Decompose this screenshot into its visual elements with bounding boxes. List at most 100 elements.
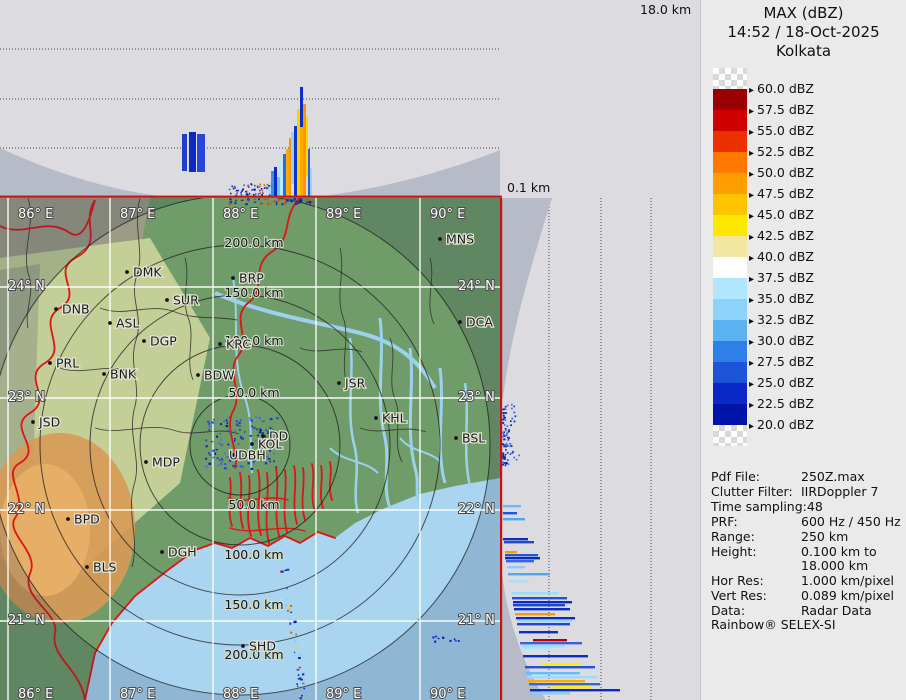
dbz-scale-label: ▸ 45.0 dBZ: [749, 207, 814, 222]
info-row: Vert Res: 0.089 km/pixel: [711, 588, 905, 604]
lon-label: 87° E: [120, 687, 155, 700]
dbz-band: [713, 299, 747, 320]
dbz-scale-label: ▸ 30.0 dBZ: [749, 333, 814, 348]
dbz-scale-label: ▸ 32.5 dBZ: [749, 312, 814, 327]
side-panel-echo-bars: [502, 403, 620, 695]
dbz-band: [713, 383, 747, 404]
dbz-scale-label: ▸ 35.0 dBZ: [749, 291, 814, 306]
city-marker-dca: DCA: [458, 313, 495, 331]
city-dot: [31, 420, 35, 424]
product-title: MAX (dBZ): [763, 4, 844, 22]
beam-blockage-wedge-left: [0, 148, 168, 197]
district-boundaries: [26, 198, 435, 568]
city-label: KOL: [258, 437, 282, 452]
lon-label: 88° E: [223, 687, 258, 700]
city-dot: [48, 361, 52, 365]
range-ring-label: 200.0 km: [224, 235, 283, 250]
city-label: JSD: [38, 415, 60, 430]
info-label: Time sampling:: [711, 498, 807, 514]
info-row: PRF: 600 Hz / 450 Hz: [711, 514, 905, 530]
city-marker-jsd: JSD: [31, 413, 61, 431]
city-label: SHD: [249, 639, 276, 654]
lat-label: 24° N: [8, 279, 45, 294]
top-panel-echo-columns: [182, 87, 312, 198]
tick-arrow-icon: ▸: [749, 127, 755, 138]
city-label: JSR: [344, 376, 366, 391]
tick-arrow-icon: ▸: [749, 274, 755, 285]
city-marker-sur: SUR: [165, 291, 200, 309]
city-marker-jsr: JSR: [337, 374, 367, 392]
tick-arrow-icon: ▸: [749, 148, 755, 159]
city-dot: [261, 434, 265, 438]
dbz-scale-label: ▸ 25.0 dBZ: [749, 375, 814, 390]
lat-label: 21° N: [458, 613, 495, 628]
dbz-band: [713, 320, 747, 341]
political-borders: [0, 198, 336, 700]
city-dot: [337, 381, 341, 385]
city-marker-dnb: DNB: [54, 300, 91, 318]
info-row: Height: 0.100 km to: [711, 544, 905, 560]
dbz-band: [713, 89, 747, 110]
dbz-scale-label: ▸ 27.5 dBZ: [749, 354, 814, 369]
city-marker-bnk: BNK: [102, 365, 138, 383]
city-marker-bdw: BDW: [196, 366, 236, 384]
lon-label: 87° E: [120, 207, 155, 222]
beam-blockage-wedge-bottom: [502, 573, 546, 700]
info-row: Time sampling:48: [711, 498, 905, 515]
lon-label: 89° E: [326, 207, 361, 222]
dbz-scale-label: ▸ 20.0 dBZ: [749, 417, 814, 432]
info-row: Hor Res: 1.000 km/pixel: [711, 573, 905, 589]
surface-line-vertical: [500, 198, 503, 700]
info-label: Vert Res:: [711, 588, 767, 604]
lon-label: 90° E: [430, 687, 465, 700]
range-ring-label: 100.0 km: [224, 333, 283, 348]
city-marker-bls: BLS: [85, 558, 118, 576]
city-label: MDP: [152, 455, 180, 470]
tick-arrow-icon: ▸: [749, 169, 755, 180]
top-height-profile-panel: [0, 0, 502, 198]
city-label: BSL: [462, 431, 485, 446]
city-marker-bsl: BSL: [454, 429, 486, 447]
city-dot: [66, 517, 70, 521]
city-dot: [231, 276, 235, 280]
dbz-scale-label: ▸ 37.5 dBZ: [749, 270, 814, 285]
range-ring-label: 150.0 km: [224, 285, 283, 300]
dbz-scale-label: ▸ 55.0 dBZ: [749, 123, 814, 138]
tick-arrow-icon: ▸: [749, 85, 755, 96]
city-dot: [374, 416, 378, 420]
tick-arrow-icon: ▸: [749, 232, 755, 243]
dbz-scale-label: ▸ 57.5 dBZ: [749, 102, 814, 117]
dbz-band: [713, 68, 747, 89]
dbz-colorbar: [713, 68, 747, 446]
info-value: 1.000 km/pixel: [801, 573, 894, 589]
city-marker-dgh: DGH: [160, 543, 198, 561]
city-dot: [85, 565, 89, 569]
lat-label: 23° N: [8, 390, 45, 405]
dbz-scale-label: ▸ 22.5 dBZ: [749, 396, 814, 411]
beam-blockage-wedge-top: [502, 198, 552, 398]
city-marker-kol: KOL: [250, 435, 284, 453]
info-value: 18.000 km: [801, 558, 869, 574]
dbz-band: [713, 257, 747, 278]
city-dot: [125, 270, 129, 274]
legend-header: MAX (dBZ) 14:52 / 18-Oct-2025 Kolkata: [701, 4, 906, 61]
city-markers: DMK BRP SUR DNB ASL DGP KRC PRL BNK BDW JSD MNS DCA J…: [31, 230, 495, 655]
info-row: Range: 250 km: [711, 529, 905, 545]
city-marker-mns: MNS: [438, 230, 475, 248]
tick-arrow-icon: ▸: [749, 400, 755, 411]
lon-label: 86° E: [18, 687, 53, 700]
city-dot: [438, 237, 442, 241]
dbz-band: [713, 236, 747, 257]
dbz-band: [713, 110, 747, 131]
info-row: Data: Radar Data: [711, 603, 905, 619]
city-marker-bpd: BPD: [66, 510, 101, 528]
lat-label: 21° N: [8, 613, 45, 628]
city-label: BNK: [110, 367, 137, 382]
lat-label: 22° N: [458, 502, 495, 517]
lon-label: 88° E: [223, 207, 258, 222]
info-label: Hor Res:: [711, 573, 764, 589]
top-panel-gridlines: [0, 48, 500, 149]
dbz-scale-label: ▸ 60.0 dBZ: [749, 81, 814, 96]
software-brand: Rainbow® SELEX-SI: [711, 617, 836, 632]
